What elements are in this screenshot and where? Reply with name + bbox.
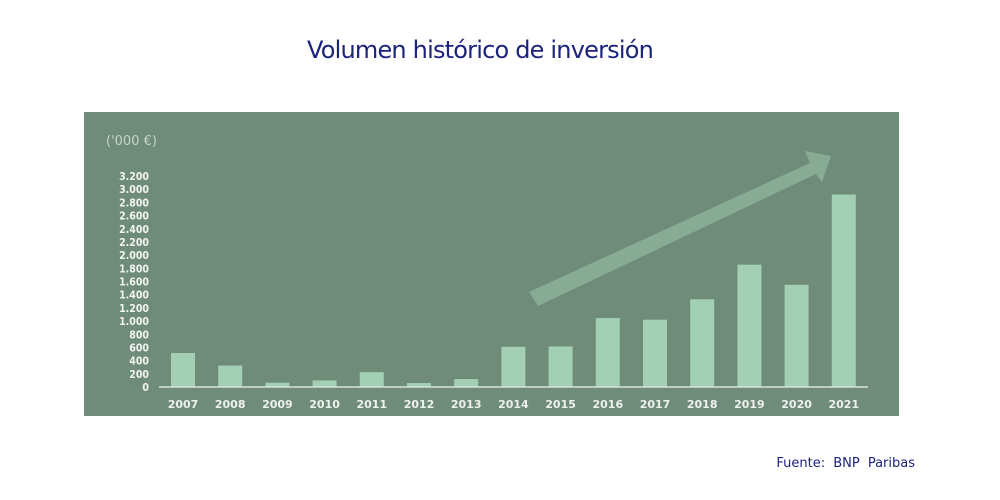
- x-tick-label: 2021: [828, 398, 859, 411]
- y-tick-label: 1.800: [119, 263, 149, 275]
- y-tick-label: 2.400: [119, 224, 149, 236]
- x-tick-label: 2015: [545, 398, 576, 411]
- chart-panel: [84, 112, 899, 416]
- bar-2009: [265, 382, 290, 387]
- y-tick-label: 1.200: [119, 303, 149, 315]
- bar-2010: [312, 380, 337, 387]
- x-tick-label: 2009: [262, 398, 293, 411]
- bar-2020: [784, 284, 809, 387]
- y-axis-unit-label: ('000 €): [106, 134, 157, 149]
- y-tick-label: 200: [129, 369, 149, 381]
- x-tick-label: 2012: [404, 398, 435, 411]
- x-tick-label: 2016: [592, 398, 623, 411]
- bar-2015: [548, 346, 573, 387]
- x-tick-label: 2007: [168, 398, 199, 411]
- chart-title: Volumen histórico de inversión: [306, 36, 654, 64]
- y-tick-label: 400: [129, 356, 149, 368]
- bar-2017: [643, 319, 667, 387]
- y-tick-label: 3.200: [119, 171, 149, 183]
- y-tick-label: 1.000: [119, 316, 149, 328]
- x-tick-label: 2008: [215, 398, 246, 411]
- x-tick-label: 2019: [734, 398, 765, 411]
- y-tick-label: 2.200: [119, 237, 149, 249]
- x-tick-label: 2010: [309, 398, 340, 411]
- y-tick-label: 0: [142, 382, 149, 394]
- bar-2013: [454, 379, 479, 387]
- y-tick-label: 600: [129, 342, 149, 354]
- bar-2021: [831, 194, 856, 387]
- y-tick-label: 1.600: [119, 277, 149, 289]
- source-credit: Fuente: BNP Paribas: [776, 456, 915, 471]
- y-tick-label: 3.000: [119, 184, 149, 196]
- x-tick-label: 2011: [356, 398, 387, 411]
- bar-2019: [737, 264, 762, 387]
- bar-2007: [171, 353, 195, 387]
- trend-arrow: [529, 151, 831, 306]
- y-tick-label: 2.800: [119, 197, 149, 209]
- x-tick-label: 2013: [451, 398, 482, 411]
- bar-2012: [407, 383, 431, 387]
- x-tick-label: 2020: [781, 398, 812, 411]
- y-tick-label: 2.000: [119, 250, 149, 262]
- x-tick-label: 2014: [498, 398, 529, 411]
- bar-2008: [218, 365, 243, 387]
- x-tick-label: 2018: [687, 398, 718, 411]
- bar-2011: [359, 372, 384, 387]
- y-tick-label: 800: [129, 329, 149, 341]
- bar-2016: [595, 318, 620, 387]
- x-tick-label: 2017: [640, 398, 671, 411]
- bar-2018: [690, 299, 715, 387]
- y-tick-label: 1.400: [119, 290, 149, 302]
- y-tick-label: 2.600: [119, 211, 149, 223]
- bar-2014: [501, 346, 526, 387]
